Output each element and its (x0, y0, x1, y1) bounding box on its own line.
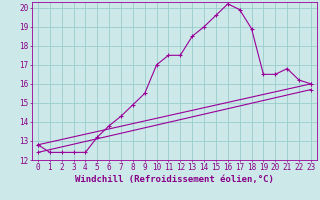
X-axis label: Windchill (Refroidissement éolien,°C): Windchill (Refroidissement éolien,°C) (75, 175, 274, 184)
